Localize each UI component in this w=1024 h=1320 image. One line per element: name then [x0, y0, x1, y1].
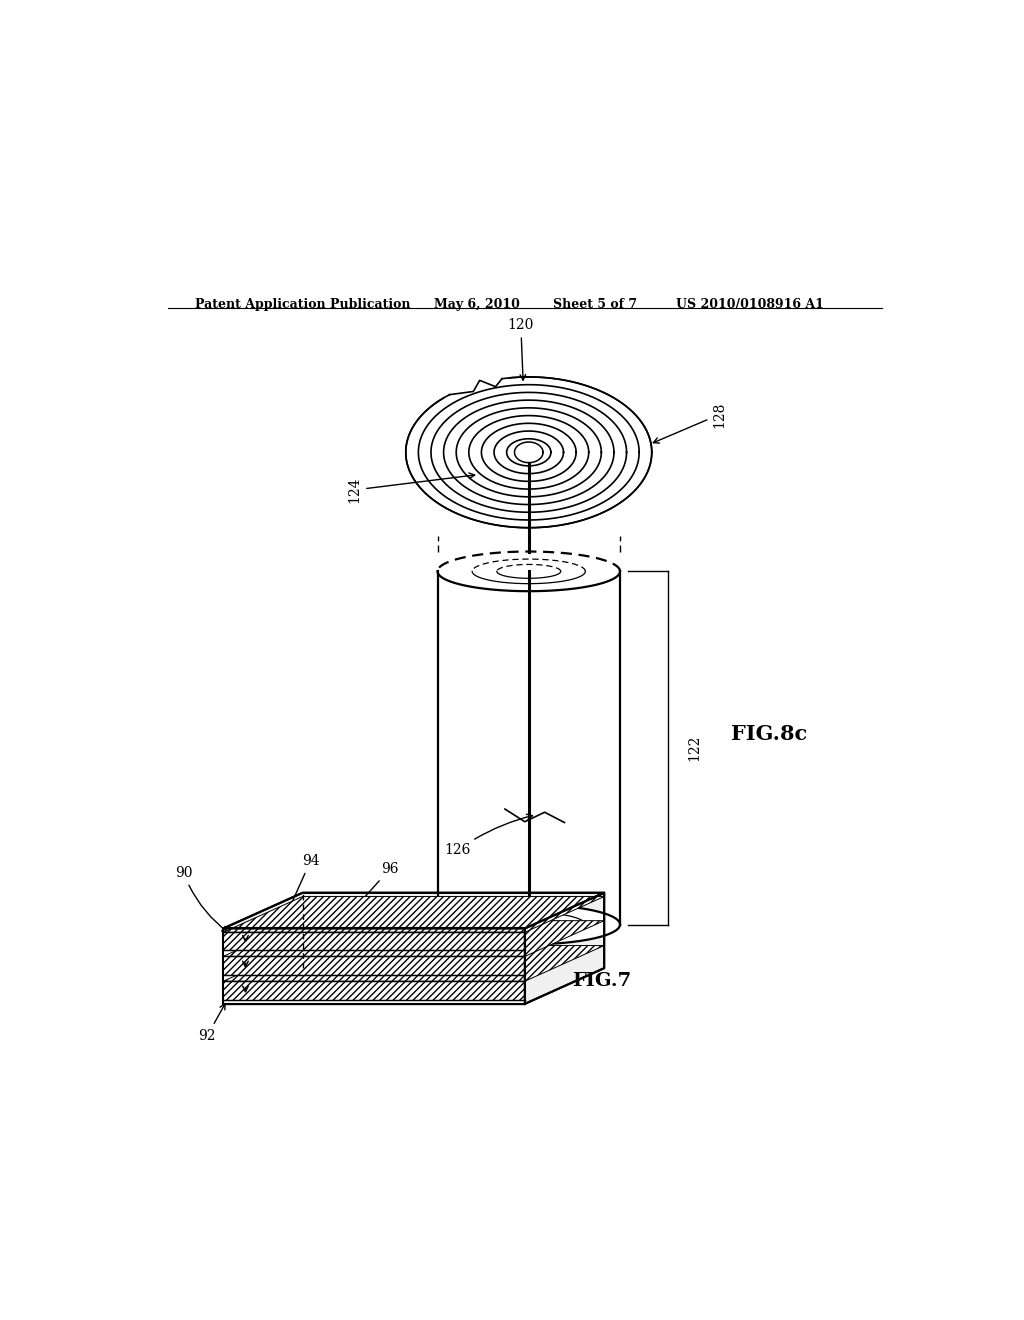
Polygon shape	[524, 892, 604, 1005]
Polygon shape	[223, 932, 524, 949]
Polygon shape	[223, 928, 524, 1005]
Text: May 6, 2010: May 6, 2010	[433, 297, 519, 310]
Text: 120: 120	[508, 318, 535, 380]
Polygon shape	[223, 920, 604, 957]
Text: 122: 122	[687, 735, 701, 762]
Polygon shape	[223, 892, 604, 928]
Polygon shape	[223, 981, 524, 1001]
Text: 94: 94	[276, 854, 319, 937]
Text: 92: 92	[199, 1003, 225, 1043]
Text: 90: 90	[175, 866, 227, 932]
Text: Patent Application Publication: Patent Application Publication	[196, 297, 411, 310]
Text: US 2010/0108916 A1: US 2010/0108916 A1	[676, 297, 823, 310]
Text: 96: 96	[305, 862, 398, 964]
Text: FIG.8c: FIG.8c	[731, 725, 807, 744]
Text: 126: 126	[444, 814, 532, 857]
Polygon shape	[514, 444, 544, 462]
Text: 128: 128	[653, 401, 726, 444]
Polygon shape	[223, 896, 604, 932]
Polygon shape	[223, 957, 524, 975]
Text: FIG.7: FIG.7	[572, 973, 632, 990]
Polygon shape	[223, 945, 604, 981]
Polygon shape	[437, 904, 620, 944]
Text: Sheet 5 of 7: Sheet 5 of 7	[553, 297, 637, 310]
Text: 124: 124	[347, 473, 475, 503]
